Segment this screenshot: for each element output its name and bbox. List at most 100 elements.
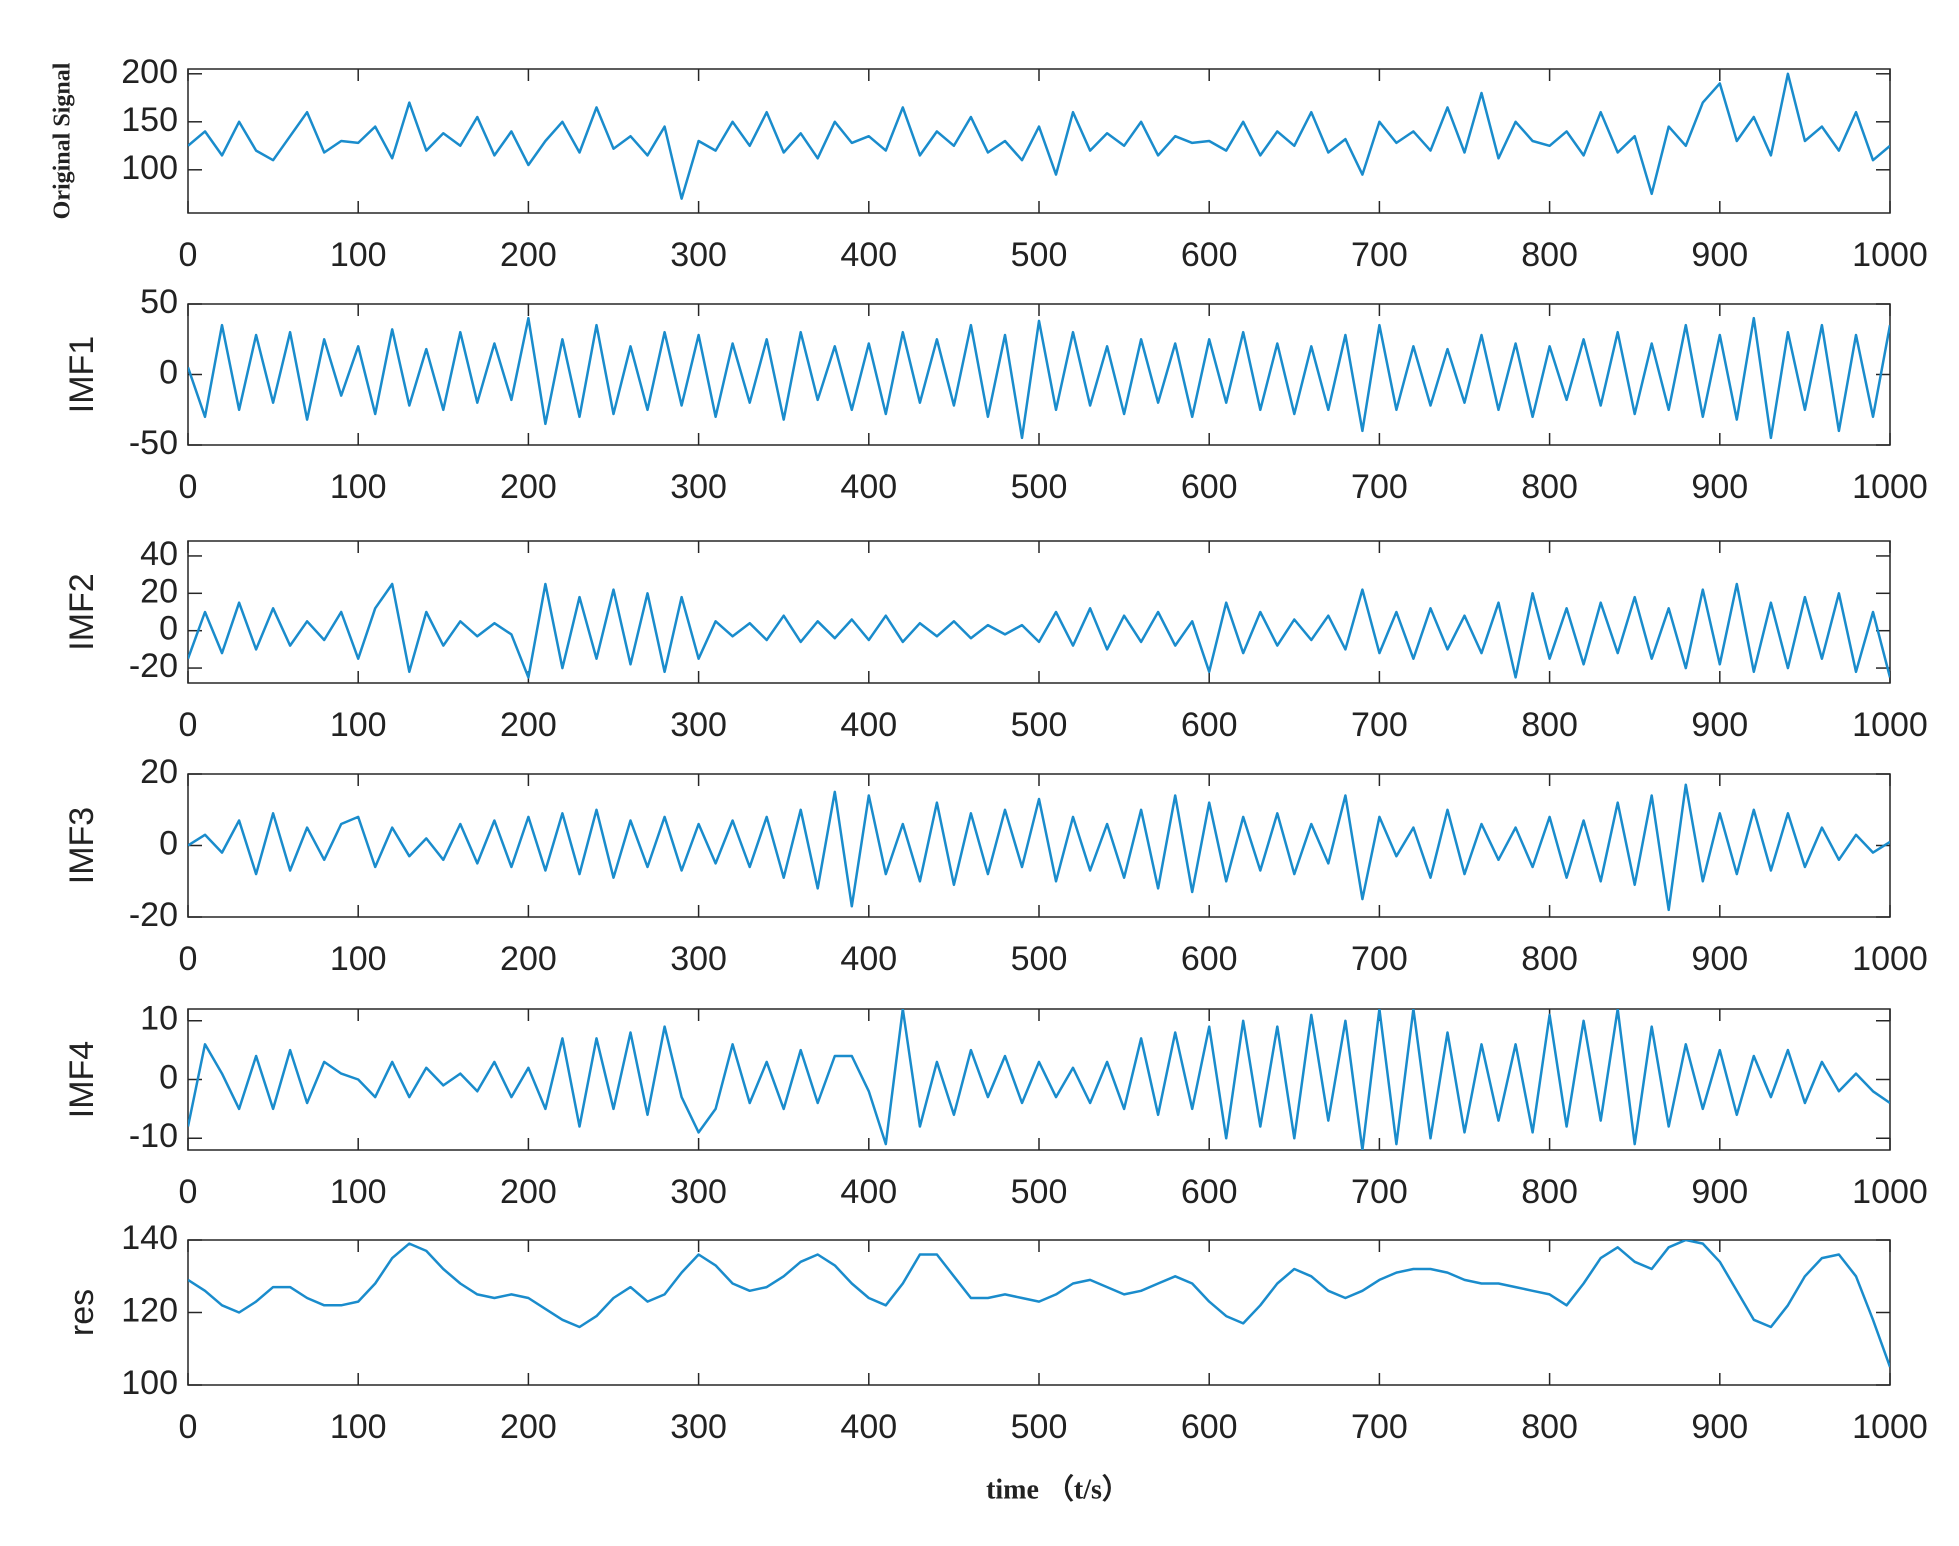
x-tick-label: 700 [1351, 940, 1408, 978]
y-tick-label: 100 [121, 1364, 178, 1402]
x-tick-label: 100 [330, 940, 387, 978]
y-tick-label: 50 [140, 283, 178, 321]
x-tick-label: 0 [179, 236, 198, 274]
signal-line [188, 783, 1890, 912]
x-tick-label: 300 [670, 468, 727, 506]
x-tick-label: 100 [330, 468, 387, 506]
x-tick-label: 200 [500, 1173, 557, 1211]
x-tick-label: 300 [670, 1408, 727, 1446]
y-tick-label: 0 [159, 1058, 178, 1096]
x-tick-label: 1000 [1852, 236, 1928, 274]
x-tick-label: 0 [179, 468, 198, 506]
x-tick-label: 900 [1691, 940, 1748, 978]
x-tick-label: 0 [179, 706, 198, 744]
y-tick-label: 150 [121, 101, 178, 139]
x-tick-label: 700 [1351, 1173, 1408, 1211]
y-axis-label: IMF3 [63, 807, 101, 884]
x-tick-label: 700 [1351, 236, 1408, 274]
x-tick-label: 0 [179, 1173, 198, 1211]
x-tick-label: 1000 [1852, 940, 1928, 978]
x-tick-label: 600 [1181, 940, 1238, 978]
signal-line [188, 1009, 1890, 1150]
y-tick-label: 200 [121, 53, 178, 91]
x-axis-label: time （t/s） [986, 1472, 1130, 1505]
x-tick-label: 300 [670, 706, 727, 744]
y-tick-label: 10 [140, 1000, 178, 1038]
x-tick-label: 700 [1351, 468, 1408, 506]
x-tick-label: 500 [1011, 1173, 1068, 1211]
x-tick-label: 800 [1521, 236, 1578, 274]
signal-line [188, 1240, 1890, 1368]
x-tick-label: 800 [1521, 1408, 1578, 1446]
x-tick-label: 0 [179, 940, 198, 978]
x-tick-label: 900 [1691, 236, 1748, 274]
x-tick-label: 800 [1521, 1173, 1578, 1211]
x-tick-label: 400 [840, 706, 897, 744]
x-tick-label: 200 [500, 706, 557, 744]
y-tick-label: 0 [159, 824, 178, 862]
y-tick-label: -50 [129, 424, 178, 462]
x-tick-label: 700 [1351, 706, 1408, 744]
x-tick-label: 600 [1181, 1408, 1238, 1446]
y-axis-label: IMF4 [63, 1041, 101, 1118]
x-tick-label: 300 [670, 1173, 727, 1211]
x-tick-label: 300 [670, 236, 727, 274]
x-tick-label: 400 [840, 1408, 897, 1446]
y-tick-label: 120 [121, 1291, 178, 1329]
x-tick-label: 500 [1011, 706, 1068, 744]
x-tick-label: 900 [1691, 1173, 1748, 1211]
x-tick-label: 900 [1691, 1408, 1748, 1446]
x-tick-label: 1000 [1852, 1173, 1928, 1211]
x-tick-label: 100 [330, 706, 387, 744]
x-tick-label: 200 [500, 940, 557, 978]
y-axis-label: Original Signal [50, 62, 76, 219]
y-axis-label: res [63, 1289, 101, 1336]
x-tick-label: 1000 [1852, 468, 1928, 506]
y-tick-label: -20 [129, 896, 178, 934]
x-tick-label: 100 [330, 1173, 387, 1211]
signal-line [188, 316, 1890, 440]
x-tick-label: 600 [1181, 706, 1238, 744]
x-tick-label: 0 [179, 1408, 198, 1446]
signal-line [188, 582, 1890, 679]
signal-line [188, 72, 1890, 200]
y-tick-label: 0 [159, 610, 178, 648]
x-tick-label: 700 [1351, 1408, 1408, 1446]
plot-frame [187, 68, 1891, 214]
x-tick-label: 400 [840, 236, 897, 274]
x-tick-label: 500 [1011, 468, 1068, 506]
x-tick-label: 1000 [1852, 1408, 1928, 1446]
plot-frame [187, 773, 1891, 918]
y-tick-label: 20 [140, 572, 178, 610]
plot-frame [187, 1239, 1891, 1386]
x-tick-label: 200 [500, 236, 557, 274]
x-tick-label: 800 [1521, 468, 1578, 506]
x-tick-label: 900 [1691, 706, 1748, 744]
x-tick-label: 900 [1691, 468, 1748, 506]
x-tick-label: 1000 [1852, 706, 1928, 744]
x-tick-label: 500 [1011, 940, 1068, 978]
x-tick-label: 500 [1011, 236, 1068, 274]
y-tick-label: 40 [140, 535, 178, 573]
x-tick-label: 600 [1181, 1173, 1238, 1211]
x-tick-label: 600 [1181, 236, 1238, 274]
x-tick-label: 400 [840, 468, 897, 506]
y-tick-label: -20 [129, 647, 178, 685]
x-tick-label: 200 [500, 468, 557, 506]
y-tick-label: 20 [140, 753, 178, 791]
x-tick-label: 100 [330, 236, 387, 274]
plot-frame [187, 540, 1891, 684]
x-tick-label: 300 [670, 940, 727, 978]
x-tick-label: 600 [1181, 468, 1238, 506]
y-axis-label: IMF2 [63, 573, 101, 650]
y-tick-label: 0 [159, 353, 178, 391]
x-tick-label: 800 [1521, 706, 1578, 744]
x-tick-label: 100 [330, 1408, 387, 1446]
y-tick-label: -10 [129, 1117, 178, 1155]
x-tick-label: 200 [500, 1408, 557, 1446]
x-tick-label: 400 [840, 940, 897, 978]
y-axis-label: IMF1 [63, 336, 101, 413]
y-tick-label: 140 [121, 1219, 178, 1257]
